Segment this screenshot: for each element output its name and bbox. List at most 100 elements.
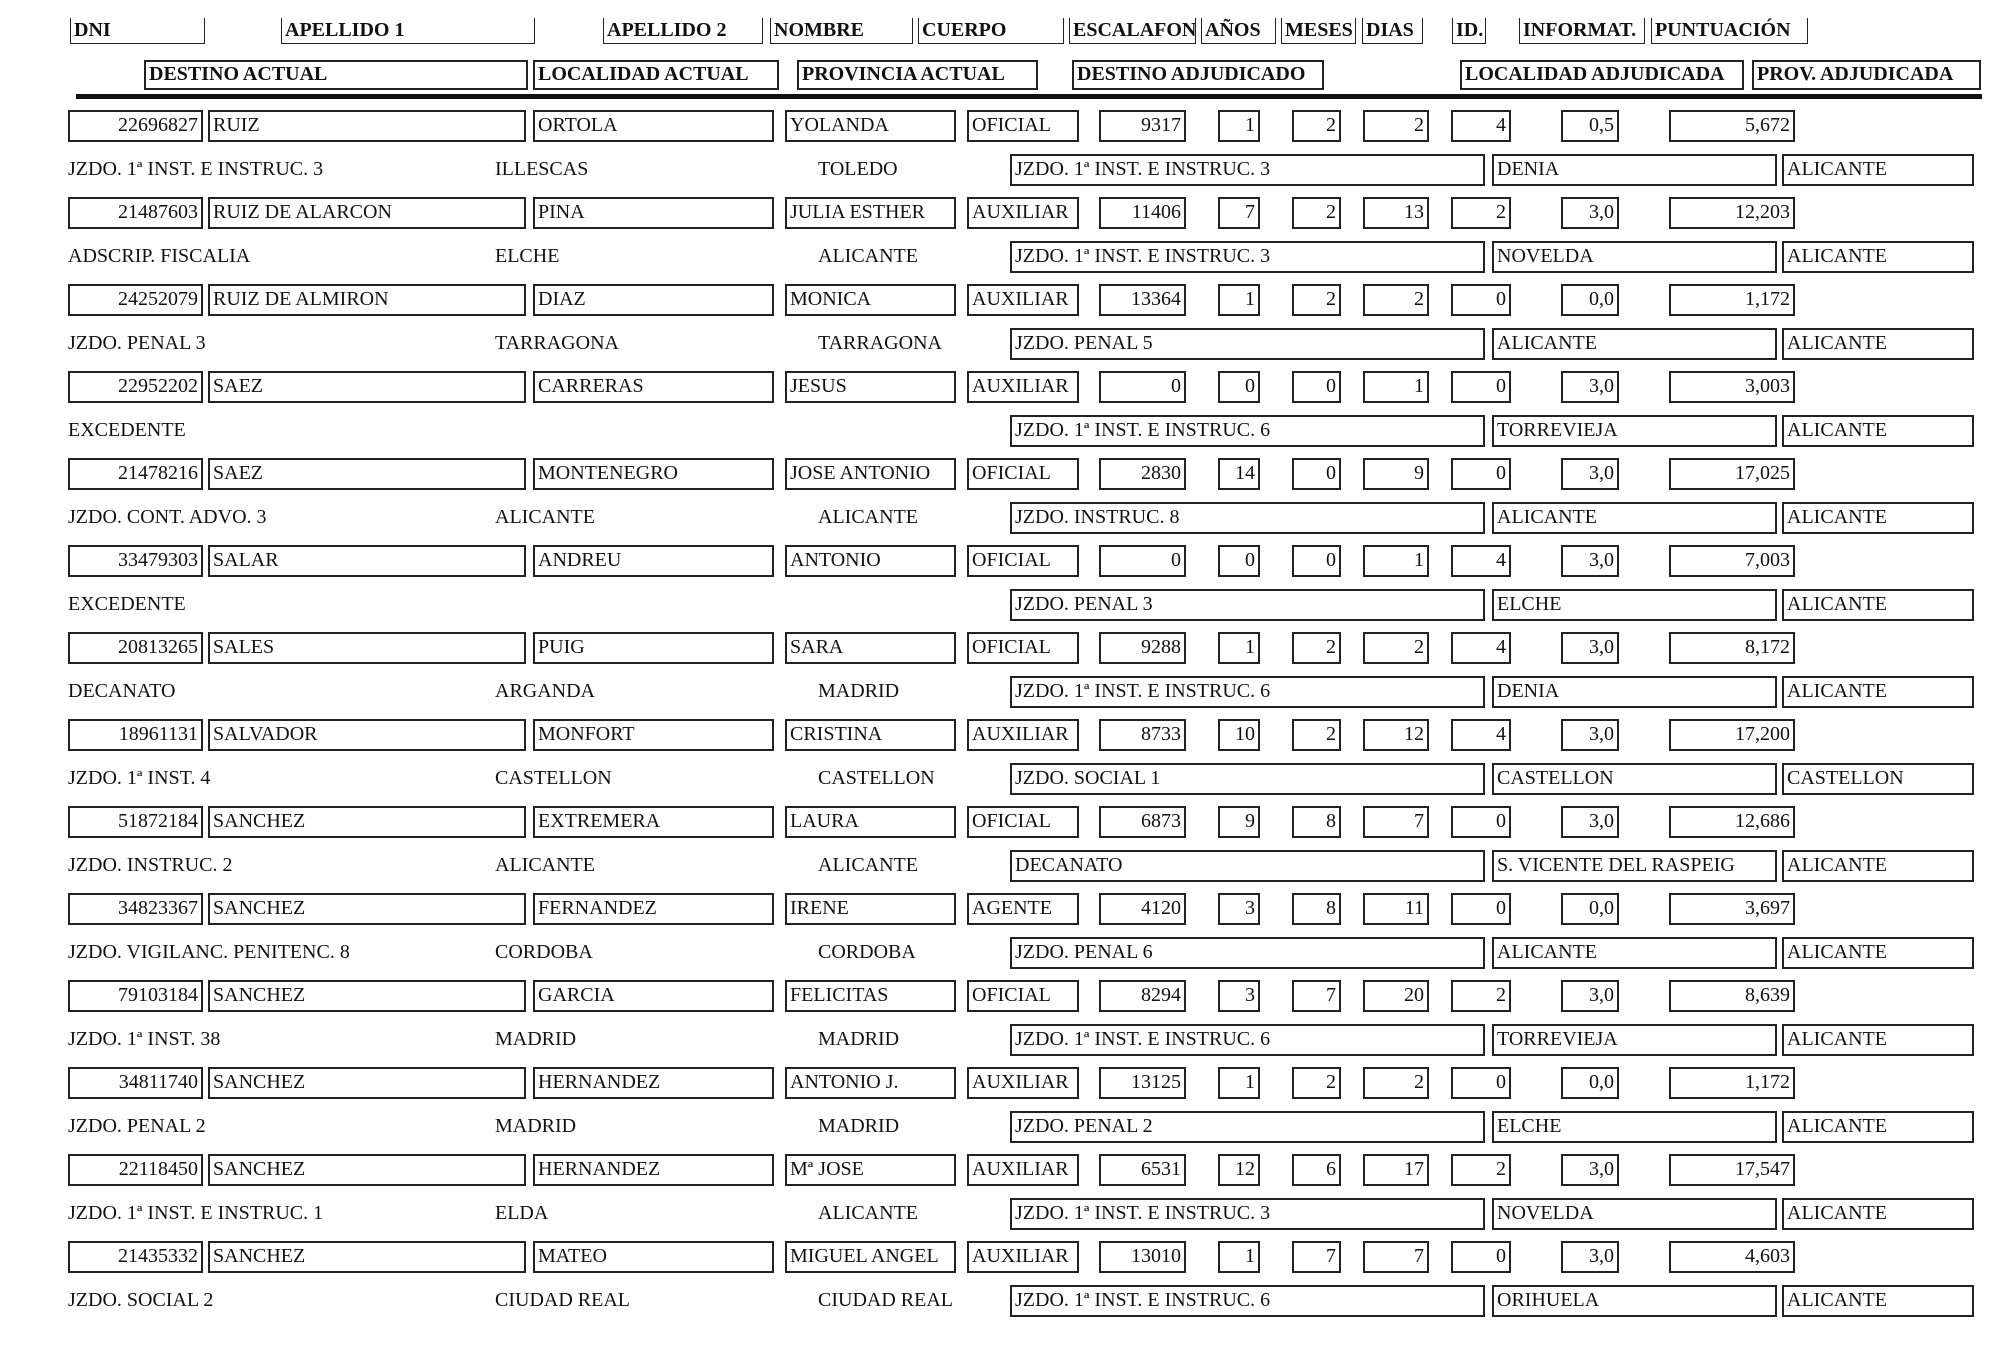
field-localidad xyxy=(495,591,795,619)
column-header: PROVINCIA ACTUAL xyxy=(797,60,1038,90)
field-meses: 0 xyxy=(1292,371,1341,403)
field-escalafon: 13364 xyxy=(1099,284,1186,316)
field-ap2: EXTREMERA xyxy=(533,806,774,838)
field-informat: 0,0 xyxy=(1561,893,1619,925)
field-destino-adj: JZDO. PENAL 3 xyxy=(1010,589,1485,621)
field-dias: 7 xyxy=(1363,806,1429,838)
field-localidad-adj: TORREVIEJA xyxy=(1492,1024,1777,1056)
field-id: 2 xyxy=(1451,197,1511,229)
field-informat: 3,0 xyxy=(1561,980,1619,1012)
field-ap2: HERNANDEZ xyxy=(533,1154,774,1186)
field-puntuacion: 17,547 xyxy=(1669,1154,1795,1186)
field-informat: 3,0 xyxy=(1561,371,1619,403)
field-dias: 2 xyxy=(1363,284,1429,316)
field-localidad-adj: DENIA xyxy=(1492,676,1777,708)
field-ap1: RUIZ DE ALMIRON xyxy=(208,284,526,316)
field-provincia xyxy=(818,417,1008,445)
field-localidad: CORDOBA xyxy=(495,941,593,963)
header-divider xyxy=(76,94,1982,99)
field-meses: 2 xyxy=(1292,197,1341,229)
field-destino: JZDO. PENAL 3 xyxy=(68,332,206,354)
field-provincia: TARRAGONA xyxy=(818,332,942,354)
field-nombre: Mª JOSE xyxy=(785,1154,956,1186)
field-prov-adj: ALICANTE xyxy=(1782,1024,1974,1056)
field-ap1: SALVADOR xyxy=(208,719,526,751)
field-localidad-adj: ALICANTE xyxy=(1492,328,1777,360)
field-dni: 21487603 xyxy=(68,197,203,229)
field-cuerpo: OFICIAL xyxy=(967,632,1079,664)
column-header: NOMBRE xyxy=(770,18,913,44)
field-puntuacion: 3,003 xyxy=(1669,371,1795,403)
field-puntuacion: 1,172 xyxy=(1669,1067,1795,1099)
field-provincia: MADRID xyxy=(818,680,900,702)
field-provincia xyxy=(818,591,1008,619)
field-ap2: PUIG xyxy=(533,632,774,664)
column-header: APELLIDO 1 xyxy=(281,18,535,44)
field-provincia: CORDOBA xyxy=(818,941,916,963)
field-destino-adj: JZDO. INSTRUC. 8 xyxy=(1010,502,1485,534)
field-destino-adj: JZDO. PENAL 6 xyxy=(1010,937,1485,969)
field-destino-adj: JZDO. 1ª INST. E INSTRUC. 6 xyxy=(1010,676,1485,708)
field-destino: EXCEDENTE xyxy=(68,419,186,441)
field-nombre: ANTONIO xyxy=(785,545,956,577)
field-id: 0 xyxy=(1451,458,1511,490)
field-localidad-adj: NOVELDA xyxy=(1492,1198,1777,1230)
field-cuerpo: OFICIAL xyxy=(967,806,1079,838)
field-destino: JZDO. PENAL 2 xyxy=(68,1115,206,1137)
field-localidad: CASTELLON xyxy=(495,767,612,789)
field-localidad: ALICANTE xyxy=(495,854,595,876)
field-localidad: MADRID xyxy=(495,1115,577,1137)
field-cuerpo: OFICIAL xyxy=(967,458,1079,490)
field-ap1: SALAR xyxy=(208,545,526,577)
field-prov-adj: ALICANTE xyxy=(1782,1111,1974,1143)
field-localidad: TARRAGONA xyxy=(495,332,619,354)
field-dias: 12 xyxy=(1363,719,1429,751)
field-prov-adj: ALICANTE xyxy=(1782,937,1974,969)
field-localidad: ALICANTE xyxy=(495,506,595,528)
field-destino-adj: JZDO. PENAL 2 xyxy=(1010,1111,1485,1143)
field-localidad-adj: ELCHE xyxy=(1492,1111,1777,1143)
column-header: DNI xyxy=(70,18,205,44)
field-destino: JZDO. 1ª INST. E INSTRUC. 1 xyxy=(68,1202,324,1224)
field-ap1: SALES xyxy=(208,632,526,664)
field-dias: 20 xyxy=(1363,980,1429,1012)
field-destino-adj: DECANATO xyxy=(1010,850,1485,882)
field-meses: 2 xyxy=(1292,284,1341,316)
field-anos: 14 xyxy=(1218,458,1260,490)
field-provincia: MADRID xyxy=(818,1115,900,1137)
field-destino-adj: JZDO. PENAL 5 xyxy=(1010,328,1485,360)
field-cuerpo: AGENTE xyxy=(967,893,1079,925)
field-dni: 21435332 xyxy=(68,1241,203,1273)
field-escalafon: 0 xyxy=(1099,371,1186,403)
field-ap1: SANCHEZ xyxy=(208,893,526,925)
field-provincia: CASTELLON xyxy=(818,767,935,789)
field-destino: JZDO. 1ª INST. 4 xyxy=(68,767,211,789)
field-nombre: IRENE xyxy=(785,893,956,925)
field-meses: 8 xyxy=(1292,806,1341,838)
field-informat: 0,0 xyxy=(1561,1067,1619,1099)
field-informat: 3,0 xyxy=(1561,1241,1619,1273)
field-meses: 0 xyxy=(1292,458,1341,490)
field-escalafon: 13125 xyxy=(1099,1067,1186,1099)
field-provincia: MADRID xyxy=(818,1028,900,1050)
field-dni: 34823367 xyxy=(68,893,203,925)
field-dias: 13 xyxy=(1363,197,1429,229)
field-nombre: SARA xyxy=(785,632,956,664)
field-prov-adj: CASTELLON xyxy=(1782,763,1974,795)
field-escalafon: 6873 xyxy=(1099,806,1186,838)
field-destino: JZDO. 1ª INST. E INSTRUC. 3 xyxy=(68,158,324,180)
field-prov-adj: ALICANTE xyxy=(1782,676,1974,708)
field-ap1: SANCHEZ xyxy=(208,806,526,838)
column-header: ESCALAFON xyxy=(1069,18,1196,44)
field-escalafon: 9317 xyxy=(1099,110,1186,142)
field-meses: 6 xyxy=(1292,1154,1341,1186)
field-nombre: LAURA xyxy=(785,806,956,838)
field-cuerpo: AUXILIAR xyxy=(967,1067,1079,1099)
field-id: 0 xyxy=(1451,371,1511,403)
field-dni: 79103184 xyxy=(68,980,203,1012)
field-dni: 22952202 xyxy=(68,371,203,403)
field-localidad-adj: TORREVIEJA xyxy=(1492,415,1777,447)
field-escalafon: 4120 xyxy=(1099,893,1186,925)
field-dias: 7 xyxy=(1363,1241,1429,1273)
field-informat: 3,0 xyxy=(1561,1154,1619,1186)
